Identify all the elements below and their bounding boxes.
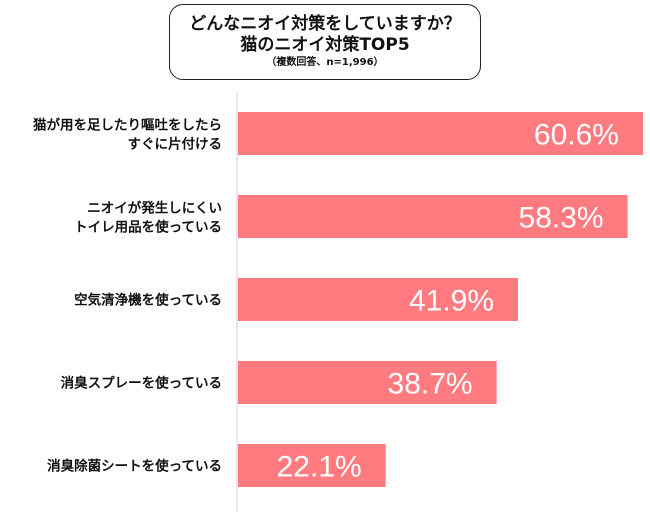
category-label: すぐに片付ける <box>128 136 223 153</box>
bar <box>238 444 386 487</box>
value-label: 38.7% <box>388 368 473 401</box>
bar <box>238 278 519 321</box>
value-label: 41.9% <box>409 285 494 318</box>
category-label: ニオイが発生しにくい <box>87 200 222 217</box>
category-label: 消臭除菌シートを使っている <box>47 458 222 475</box>
chart-subtitle: 猫のニオイ対策TOP5 <box>240 35 410 55</box>
bar <box>238 112 643 155</box>
category-label: 空気清浄機を使っている <box>74 292 222 309</box>
title-box: どんなニオイ対策をしていますか？ 猫のニオイ対策TOP5 （複数回答、n=1,9… <box>169 4 481 80</box>
value-label: 22.1% <box>277 451 362 484</box>
category-label: トイレ用品を使っている <box>74 219 222 236</box>
value-label: 58.3% <box>519 202 604 235</box>
value-label: 60.6% <box>534 119 619 152</box>
category-label: 消臭スプレーを使っている <box>61 375 222 392</box>
bar <box>238 195 628 238</box>
category-label: 猫が用を足したり嘔吐をしたら <box>33 117 222 134</box>
chart-note: （複数回答、n=1,996） <box>266 57 384 68</box>
bar <box>238 361 497 404</box>
chart-title: どんなニオイ対策をしていますか？ <box>189 14 461 34</box>
